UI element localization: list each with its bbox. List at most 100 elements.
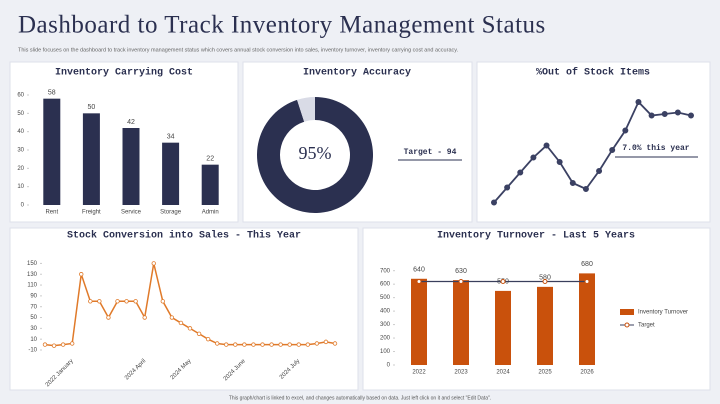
donut-segment <box>257 97 374 214</box>
bar <box>122 128 140 205</box>
y-tick-label: 40 <box>17 129 24 135</box>
y-tick-label: 90 <box>30 293 37 299</box>
point <box>251 342 256 347</box>
point <box>287 342 292 347</box>
y-tick-label: 60 <box>17 93 24 99</box>
point <box>582 185 589 192</box>
point <box>556 158 563 165</box>
point <box>622 127 629 134</box>
annotation: Target - 94 <box>404 148 457 157</box>
point <box>79 272 84 277</box>
chart-title: Inventory Turnover - Last 5 Years <box>437 231 635 242</box>
point <box>609 146 616 153</box>
x-tick-label: Admin <box>202 210 219 216</box>
point <box>542 278 548 284</box>
y-tick-label: 50 <box>17 111 24 117</box>
y-tick-label: 200 <box>380 336 391 342</box>
x-tick-label: 2025 <box>538 370 552 376</box>
chart-title: Stock Conversion into Sales - This Year <box>67 230 301 242</box>
point <box>151 261 156 266</box>
point <box>69 341 75 346</box>
footer-note: This graph/chart is linked to excel, and… <box>229 395 491 401</box>
x-tick-label: Freight <box>82 210 101 216</box>
point <box>233 342 238 347</box>
donut-segment <box>297 97 315 122</box>
point <box>543 142 550 149</box>
point <box>674 109 681 116</box>
point <box>635 99 642 106</box>
y-tick-label: 100 <box>380 349 391 355</box>
value-label: 34 <box>167 134 175 141</box>
point <box>88 299 93 304</box>
point <box>115 299 120 304</box>
point <box>187 326 193 331</box>
point <box>124 299 129 304</box>
point <box>530 154 537 161</box>
annotation: 7.0% this year <box>622 144 689 153</box>
x-tick-label: Service <box>121 210 142 216</box>
value-label: 58 <box>48 90 56 97</box>
point <box>133 299 138 304</box>
point <box>648 112 655 119</box>
bar <box>43 98 61 205</box>
point <box>332 341 338 346</box>
y-tick-label: 20 <box>17 166 24 172</box>
point <box>517 169 524 176</box>
point <box>260 342 265 347</box>
value-label: 42 <box>127 119 135 126</box>
y-tick-label: 700 <box>380 268 391 274</box>
point <box>416 278 422 284</box>
chart-title: %Out of Stock Items <box>536 67 650 79</box>
x-tick-label: 2023 <box>454 370 468 376</box>
x-tick-label: 2022 <box>412 370 426 376</box>
bar <box>537 286 553 365</box>
point <box>584 278 590 284</box>
value-label: 580 <box>539 275 551 282</box>
point <box>242 342 247 347</box>
y-tick-label: 10 <box>30 337 37 343</box>
point <box>278 342 283 347</box>
point <box>205 336 211 342</box>
point <box>42 342 48 347</box>
legend-swatch <box>624 322 630 328</box>
point <box>106 315 111 320</box>
point <box>490 199 497 206</box>
value-label: 630 <box>455 268 467 275</box>
y-tick-label: -10 <box>28 348 37 354</box>
point <box>160 299 166 304</box>
point <box>504 184 511 191</box>
y-tick-label: 50 <box>30 315 37 321</box>
y-tick-label: 30 <box>30 326 37 332</box>
panel <box>9 227 359 391</box>
y-tick-label: 150 <box>27 261 38 267</box>
y-tick-label: 600 <box>380 282 391 288</box>
x-tick-label: Storage <box>160 210 182 216</box>
point <box>500 278 506 284</box>
page-subtitle: This slide focuses on the dashboard to t… <box>18 47 459 53</box>
value-label: 640 <box>413 267 425 274</box>
point <box>323 339 329 345</box>
bar <box>162 142 180 205</box>
chart-title: Inventory Carrying Cost <box>55 67 193 79</box>
point <box>314 341 320 346</box>
point <box>305 342 311 347</box>
y-tick-label: 70 <box>30 304 37 310</box>
point <box>142 315 147 320</box>
bar <box>411 278 427 365</box>
bar <box>201 164 219 205</box>
point <box>60 342 66 347</box>
point <box>224 342 229 347</box>
legend-swatch <box>620 309 634 315</box>
point <box>51 343 57 348</box>
y-tick-label: 0 <box>387 363 391 369</box>
y-tick-label: 130 <box>27 272 38 278</box>
x-tick-label: 2026 <box>580 370 594 376</box>
point <box>569 179 576 186</box>
point <box>214 341 220 346</box>
point <box>661 111 668 118</box>
point <box>97 299 102 304</box>
y-tick-label: 110 <box>27 283 37 289</box>
x-tick-label: 2024 <box>496 370 510 376</box>
y-tick-label: 0 <box>21 203 25 209</box>
